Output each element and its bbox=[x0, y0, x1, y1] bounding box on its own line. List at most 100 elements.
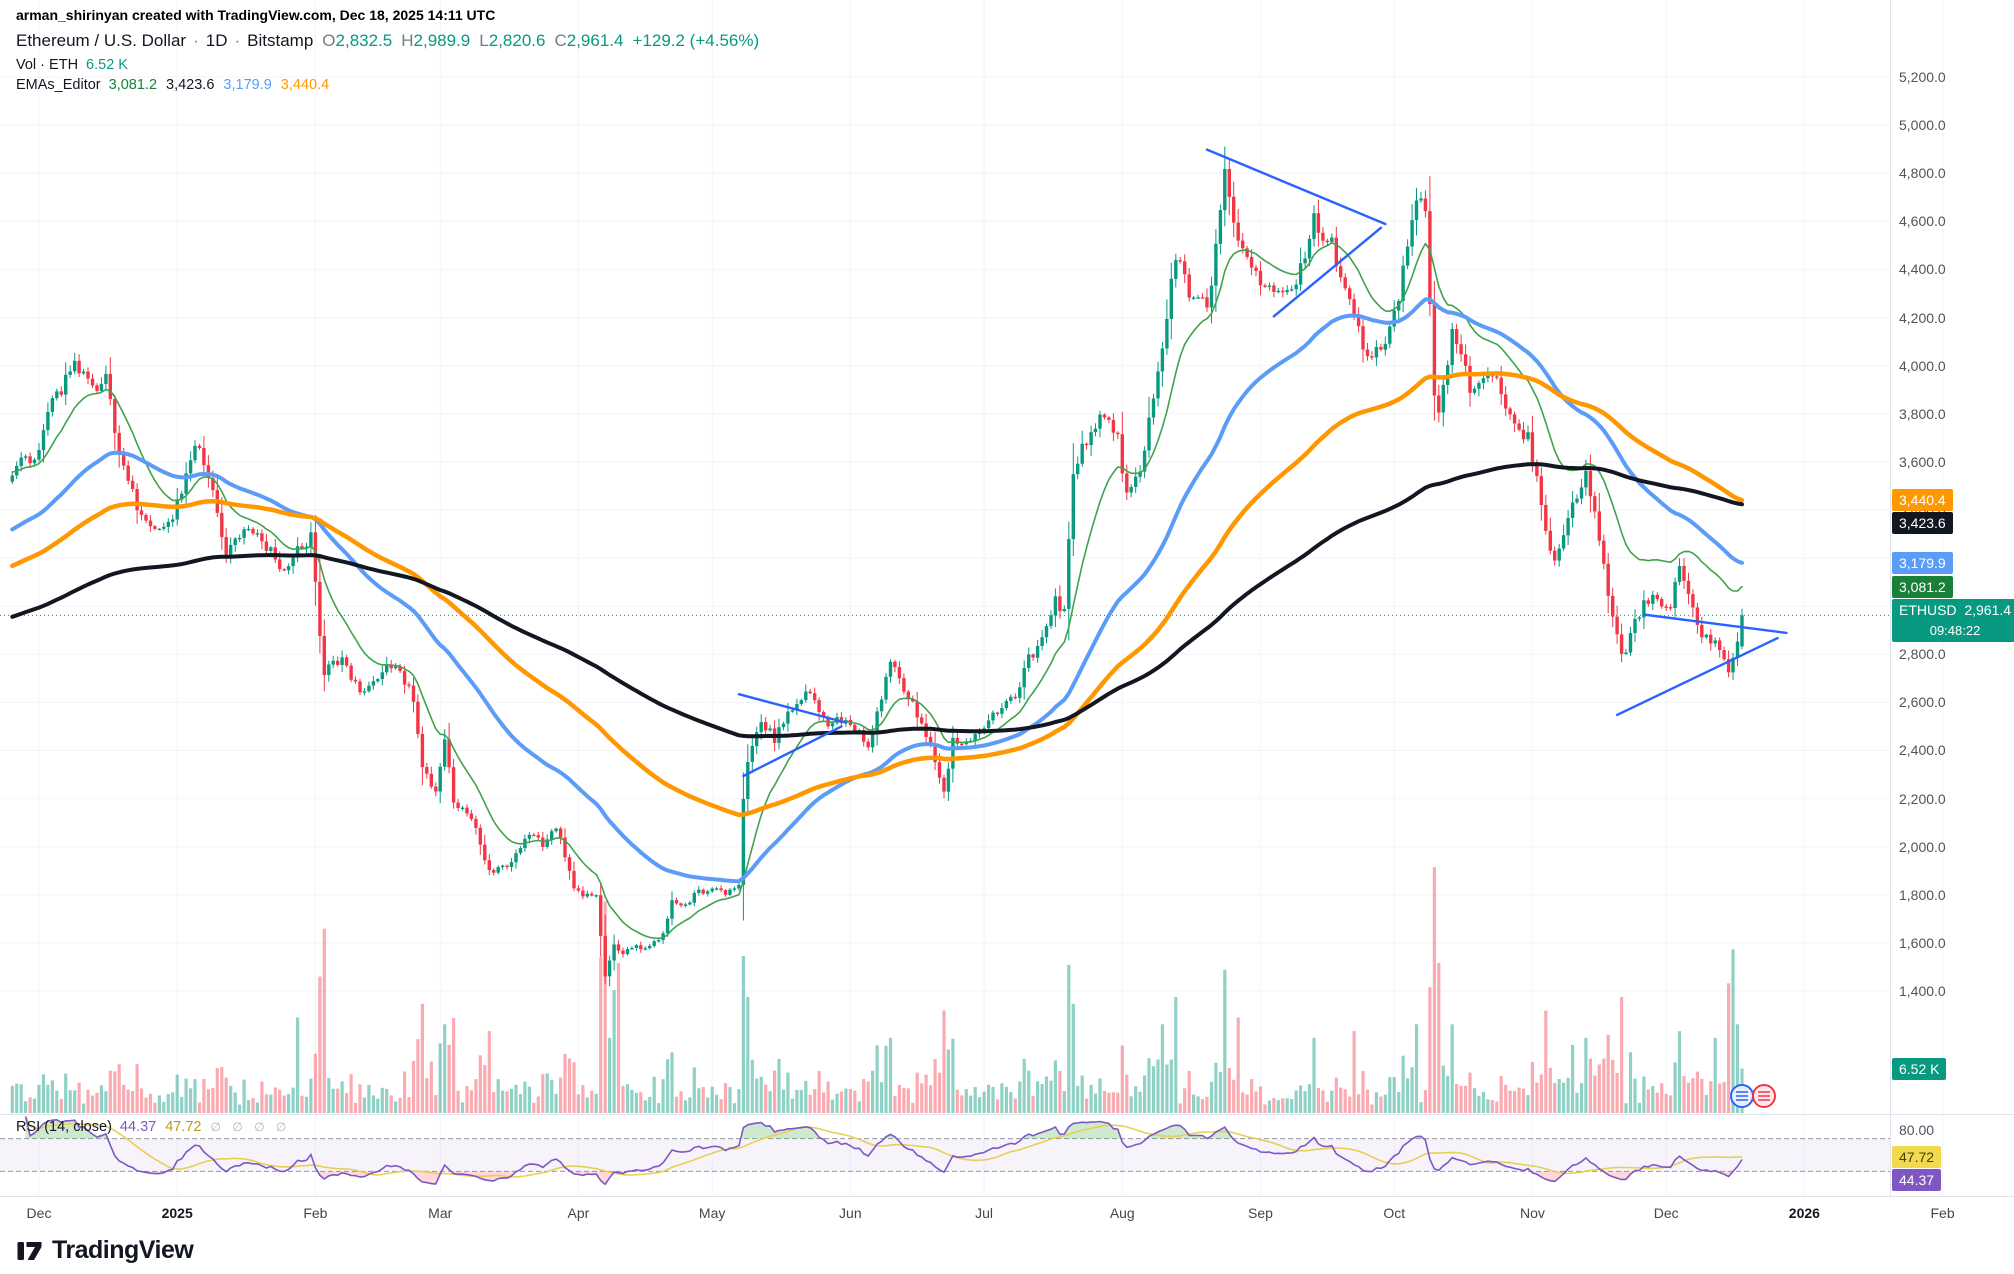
wedge-dec-lower[interactable] bbox=[1615, 636, 1779, 717]
time-month-label: Jun bbox=[839, 1205, 862, 1221]
price-tick-label: 2,000.0 bbox=[1899, 838, 1946, 855]
rsi-indicator-label[interactable]: RSI (14, close) bbox=[16, 1119, 112, 1135]
time-year-label: 2025 bbox=[161, 1205, 193, 1221]
emas-legend: EMAs_Editor 3,081.2 3,423.6 3,179.9 3,44… bbox=[16, 77, 338, 93]
volume-label[interactable]: Vol · ETH bbox=[16, 57, 79, 73]
ema-green-value: 3,081.2 bbox=[108, 77, 158, 93]
triangle-sep-upper[interactable] bbox=[1205, 148, 1387, 226]
pane-separators bbox=[0, 0, 2014, 1197]
rsi-tick-label: 80.00 bbox=[1899, 1122, 1935, 1139]
ema-black-price-label: 3,423.6 bbox=[1892, 512, 1953, 535]
change-readout: +129.2 (+4.56%) bbox=[632, 31, 760, 50]
ema-orange-value: 3,440.4 bbox=[280, 77, 330, 93]
time-year-label: 2026 bbox=[1788, 1205, 1820, 1221]
rsi-ma-line[interactable] bbox=[24, 1116, 1743, 1178]
legend-separator: · bbox=[234, 31, 241, 50]
time-month-label: Jul bbox=[975, 1205, 994, 1221]
high-value: 2,989.9 bbox=[413, 31, 471, 50]
price-tick-label: 4,800.0 bbox=[1899, 165, 1946, 182]
ohlc-readout: O2,832.5 H2,989.9 L2,820.6 C2,961.4 bbox=[313, 31, 623, 51]
rsi-ma-value-label: 47.72 bbox=[1892, 1145, 1942, 1168]
sticker-red-icon[interactable] bbox=[1752, 1084, 1776, 1108]
emas-indicator-label[interactable]: EMAs_Editor bbox=[16, 77, 101, 93]
interval-label[interactable]: 1D bbox=[205, 31, 228, 50]
price-tick-label: 5,200.0 bbox=[1899, 69, 1946, 85]
ema-mid-line[interactable] bbox=[10, 297, 1744, 884]
close-key: C bbox=[554, 31, 567, 50]
tradingview-logo[interactable]: TradingView bbox=[16, 1236, 194, 1265]
volume-legend: Vol · ETH 6.52 K bbox=[16, 57, 128, 73]
chart-sticker-icons[interactable] bbox=[1730, 1084, 1776, 1108]
price-tick-label: 2,800.0 bbox=[1899, 646, 1946, 663]
triangle-sep-lower[interactable] bbox=[1272, 226, 1383, 318]
time-axis[interactable]: Dec 2025 Feb Mar Apr May Jun Jul Aug Sep Oct Nov Dec… bbox=[0, 1196, 2014, 1238]
price-tick-label: 4,600.0 bbox=[1899, 213, 1946, 230]
ema-slowest-line[interactable] bbox=[10, 462, 1744, 739]
volume-bars bbox=[10, 867, 1744, 1114]
ema-green-price-label: 3,081.2 bbox=[1892, 575, 1953, 598]
rsi-legend: RSI (14, close) 44.37 47.72 ∅ ∅ ∅ ∅ bbox=[16, 1119, 290, 1135]
open-value: 2,832.5 bbox=[335, 31, 393, 50]
time-month-label: Dec bbox=[26, 1205, 52, 1221]
sticker-blue-icon[interactable] bbox=[1730, 1084, 1754, 1108]
price-tick-label: 1,600.0 bbox=[1899, 934, 1946, 951]
ema-orange-price-label: 3,440.4 bbox=[1892, 489, 1953, 512]
exchange-label[interactable]: Bitstamp bbox=[247, 31, 314, 50]
ema-blue-price-label: 3,179.9 bbox=[1892, 551, 1953, 574]
price-tick-label: 5,000.0 bbox=[1899, 117, 1946, 134]
ema-slow-line[interactable] bbox=[10, 371, 1745, 818]
low-value: 2,820.6 bbox=[488, 31, 546, 50]
attribution-text: arman_shirinyan created with TradingView… bbox=[16, 7, 496, 23]
chart-legend-main: Ethereum / U.S. Dollar · 1D · Bitstamp O… bbox=[16, 31, 759, 51]
ema-blue-value: 3,179.9 bbox=[223, 77, 272, 93]
rsi-line[interactable] bbox=[24, 1116, 1743, 1186]
symbol-title[interactable]: Ethereum / U.S. Dollar bbox=[16, 31, 187, 50]
rsi-empty-values: ∅ ∅ ∅ ∅ bbox=[210, 1120, 291, 1134]
price-tick-label: 4,200.0 bbox=[1899, 309, 1946, 326]
time-month-label: Dec bbox=[1653, 1205, 1679, 1221]
time-month-label: Feb bbox=[1930, 1205, 1955, 1221]
time-month-label: Feb bbox=[303, 1205, 328, 1221]
price-tick-label: 2,200.0 bbox=[1899, 790, 1946, 807]
volume-value: 6.52 K bbox=[86, 57, 128, 73]
time-month-label: Aug bbox=[1109, 1205, 1135, 1221]
rsi-value: 44.37 bbox=[119, 1119, 157, 1135]
rsi-ma-value: 47.72 bbox=[165, 1119, 202, 1135]
gridlines bbox=[0, 0, 1944, 1196]
time-month-label: Nov bbox=[1519, 1205, 1545, 1221]
high-key: H bbox=[401, 31, 414, 50]
time-month-label: Mar bbox=[428, 1205, 453, 1221]
price-tick-label: 1,800.0 bbox=[1899, 886, 1946, 903]
tradingview-logo-text: TradingView bbox=[52, 1236, 194, 1264]
price-tick-label: 4,400.0 bbox=[1899, 261, 1946, 278]
ema-black-value: 3,423.6 bbox=[166, 77, 215, 93]
time-month-label: Sep bbox=[1248, 1205, 1273, 1221]
pennant-may-upper[interactable] bbox=[737, 693, 848, 724]
price-tick-label: 3,800.0 bbox=[1899, 405, 1946, 422]
open-key: O bbox=[322, 31, 336, 50]
price-tick-label: 2,400.0 bbox=[1899, 742, 1946, 759]
tradingview-logo-icon bbox=[17, 1241, 42, 1260]
current-price-label: ETHUSD 2,961.4 09:48:22 bbox=[1892, 598, 2014, 642]
wedge-dec-upper[interactable] bbox=[1642, 613, 1788, 635]
trendline-drawings[interactable] bbox=[737, 148, 1788, 778]
candles bbox=[10, 146, 1744, 986]
time-month-label: Oct bbox=[1383, 1205, 1406, 1221]
volume-value-label: 6.52 K bbox=[1892, 1057, 1947, 1080]
legend-separator: · bbox=[193, 31, 199, 50]
time-month-label: May bbox=[698, 1205, 726, 1221]
price-tick-label: 4,000.0 bbox=[1899, 357, 1946, 374]
rsi-value-label: 44.37 bbox=[1892, 1168, 1942, 1191]
time-month-label: Apr bbox=[567, 1205, 590, 1221]
price-tick-label: 1,400.0 bbox=[1899, 983, 1946, 999]
ema-fast-line[interactable] bbox=[11, 242, 1743, 940]
price-tick-label: 2,600.0 bbox=[1899, 694, 1946, 711]
close-value: 2,961.4 bbox=[566, 31, 624, 50]
price-axis[interactable]: 1,400.0 1,600.0 1,800.0 2,000.0 2,200.0 2,400… bbox=[1890, 0, 2014, 1196]
price-tick-label: 3,600.0 bbox=[1899, 453, 1946, 470]
pennant-may-lower[interactable] bbox=[742, 725, 843, 778]
low-key: L bbox=[479, 31, 489, 50]
